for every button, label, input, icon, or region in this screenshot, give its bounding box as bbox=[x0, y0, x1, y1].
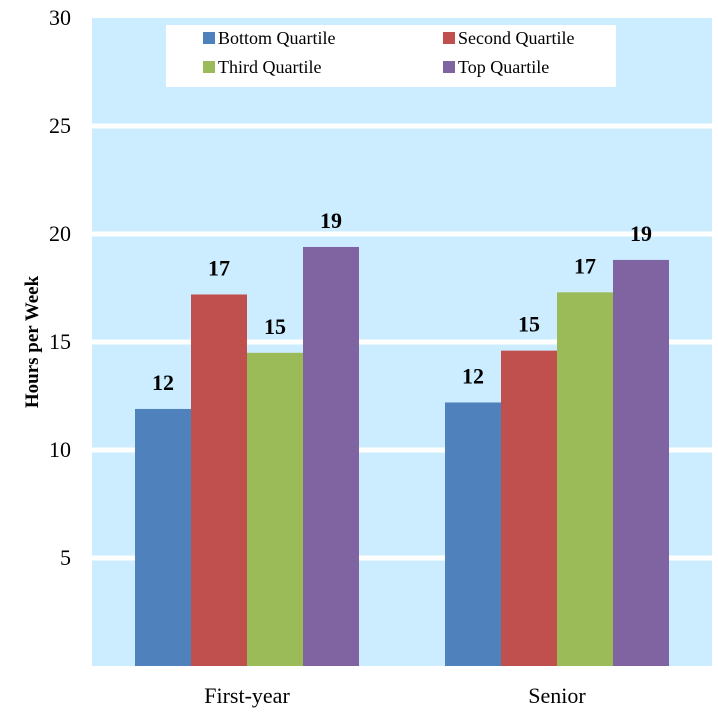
bar-top-quartile-first-year bbox=[303, 246, 359, 666]
legend-swatch bbox=[203, 61, 215, 73]
data-labels: 12 17 15 19 12 15 17 19 bbox=[152, 208, 652, 395]
y-tick-label: 15 bbox=[49, 329, 71, 354]
y-tick-label: 25 bbox=[49, 113, 71, 138]
x-axis-categories: First-year Senior bbox=[204, 683, 586, 708]
data-label: 19 bbox=[320, 208, 342, 233]
data-label: 19 bbox=[630, 221, 652, 246]
legend-swatch bbox=[443, 32, 455, 44]
y-tick-label: 20 bbox=[49, 221, 71, 246]
bar-bottom-quartile-first-year bbox=[135, 408, 191, 666]
legend: Bottom Quartile Second Quartile Third Quar… bbox=[166, 25, 616, 87]
legend-entry: Third Quartile bbox=[218, 57, 321, 77]
data-label: 12 bbox=[152, 370, 174, 395]
bar-bottom-quartile-senior bbox=[445, 402, 501, 666]
y-tick-label: 5 bbox=[60, 545, 71, 570]
legend-swatch bbox=[443, 61, 455, 73]
legend-entry: Top Quartile bbox=[458, 57, 549, 77]
data-label: 17 bbox=[208, 255, 230, 280]
bar-second-quartile-senior bbox=[501, 350, 557, 666]
legend-swatch bbox=[203, 32, 215, 44]
y-axis-label: Hours per Week bbox=[22, 275, 43, 408]
bar-third-quartile-first-year bbox=[247, 352, 303, 666]
y-tick-label: 30 bbox=[49, 5, 71, 30]
bars bbox=[135, 246, 669, 666]
x-category-label: Senior bbox=[528, 683, 586, 708]
legend-box bbox=[166, 25, 616, 87]
data-label: 15 bbox=[264, 314, 286, 339]
legend-entry: Bottom Quartile bbox=[218, 28, 335, 48]
y-tick-label: 10 bbox=[49, 437, 71, 462]
data-label: 12 bbox=[462, 363, 484, 388]
data-label: 17 bbox=[574, 253, 596, 278]
bar-top-quartile-senior bbox=[613, 259, 669, 666]
x-category-label: First-year bbox=[204, 683, 290, 708]
bar-third-quartile-senior bbox=[557, 292, 613, 666]
bar-second-quartile-first-year bbox=[191, 294, 247, 666]
y-axis-ticks: 5 10 15 20 25 30 bbox=[49, 5, 71, 570]
data-label: 15 bbox=[518, 312, 540, 337]
legend-entry: Second Quartile bbox=[458, 28, 574, 48]
